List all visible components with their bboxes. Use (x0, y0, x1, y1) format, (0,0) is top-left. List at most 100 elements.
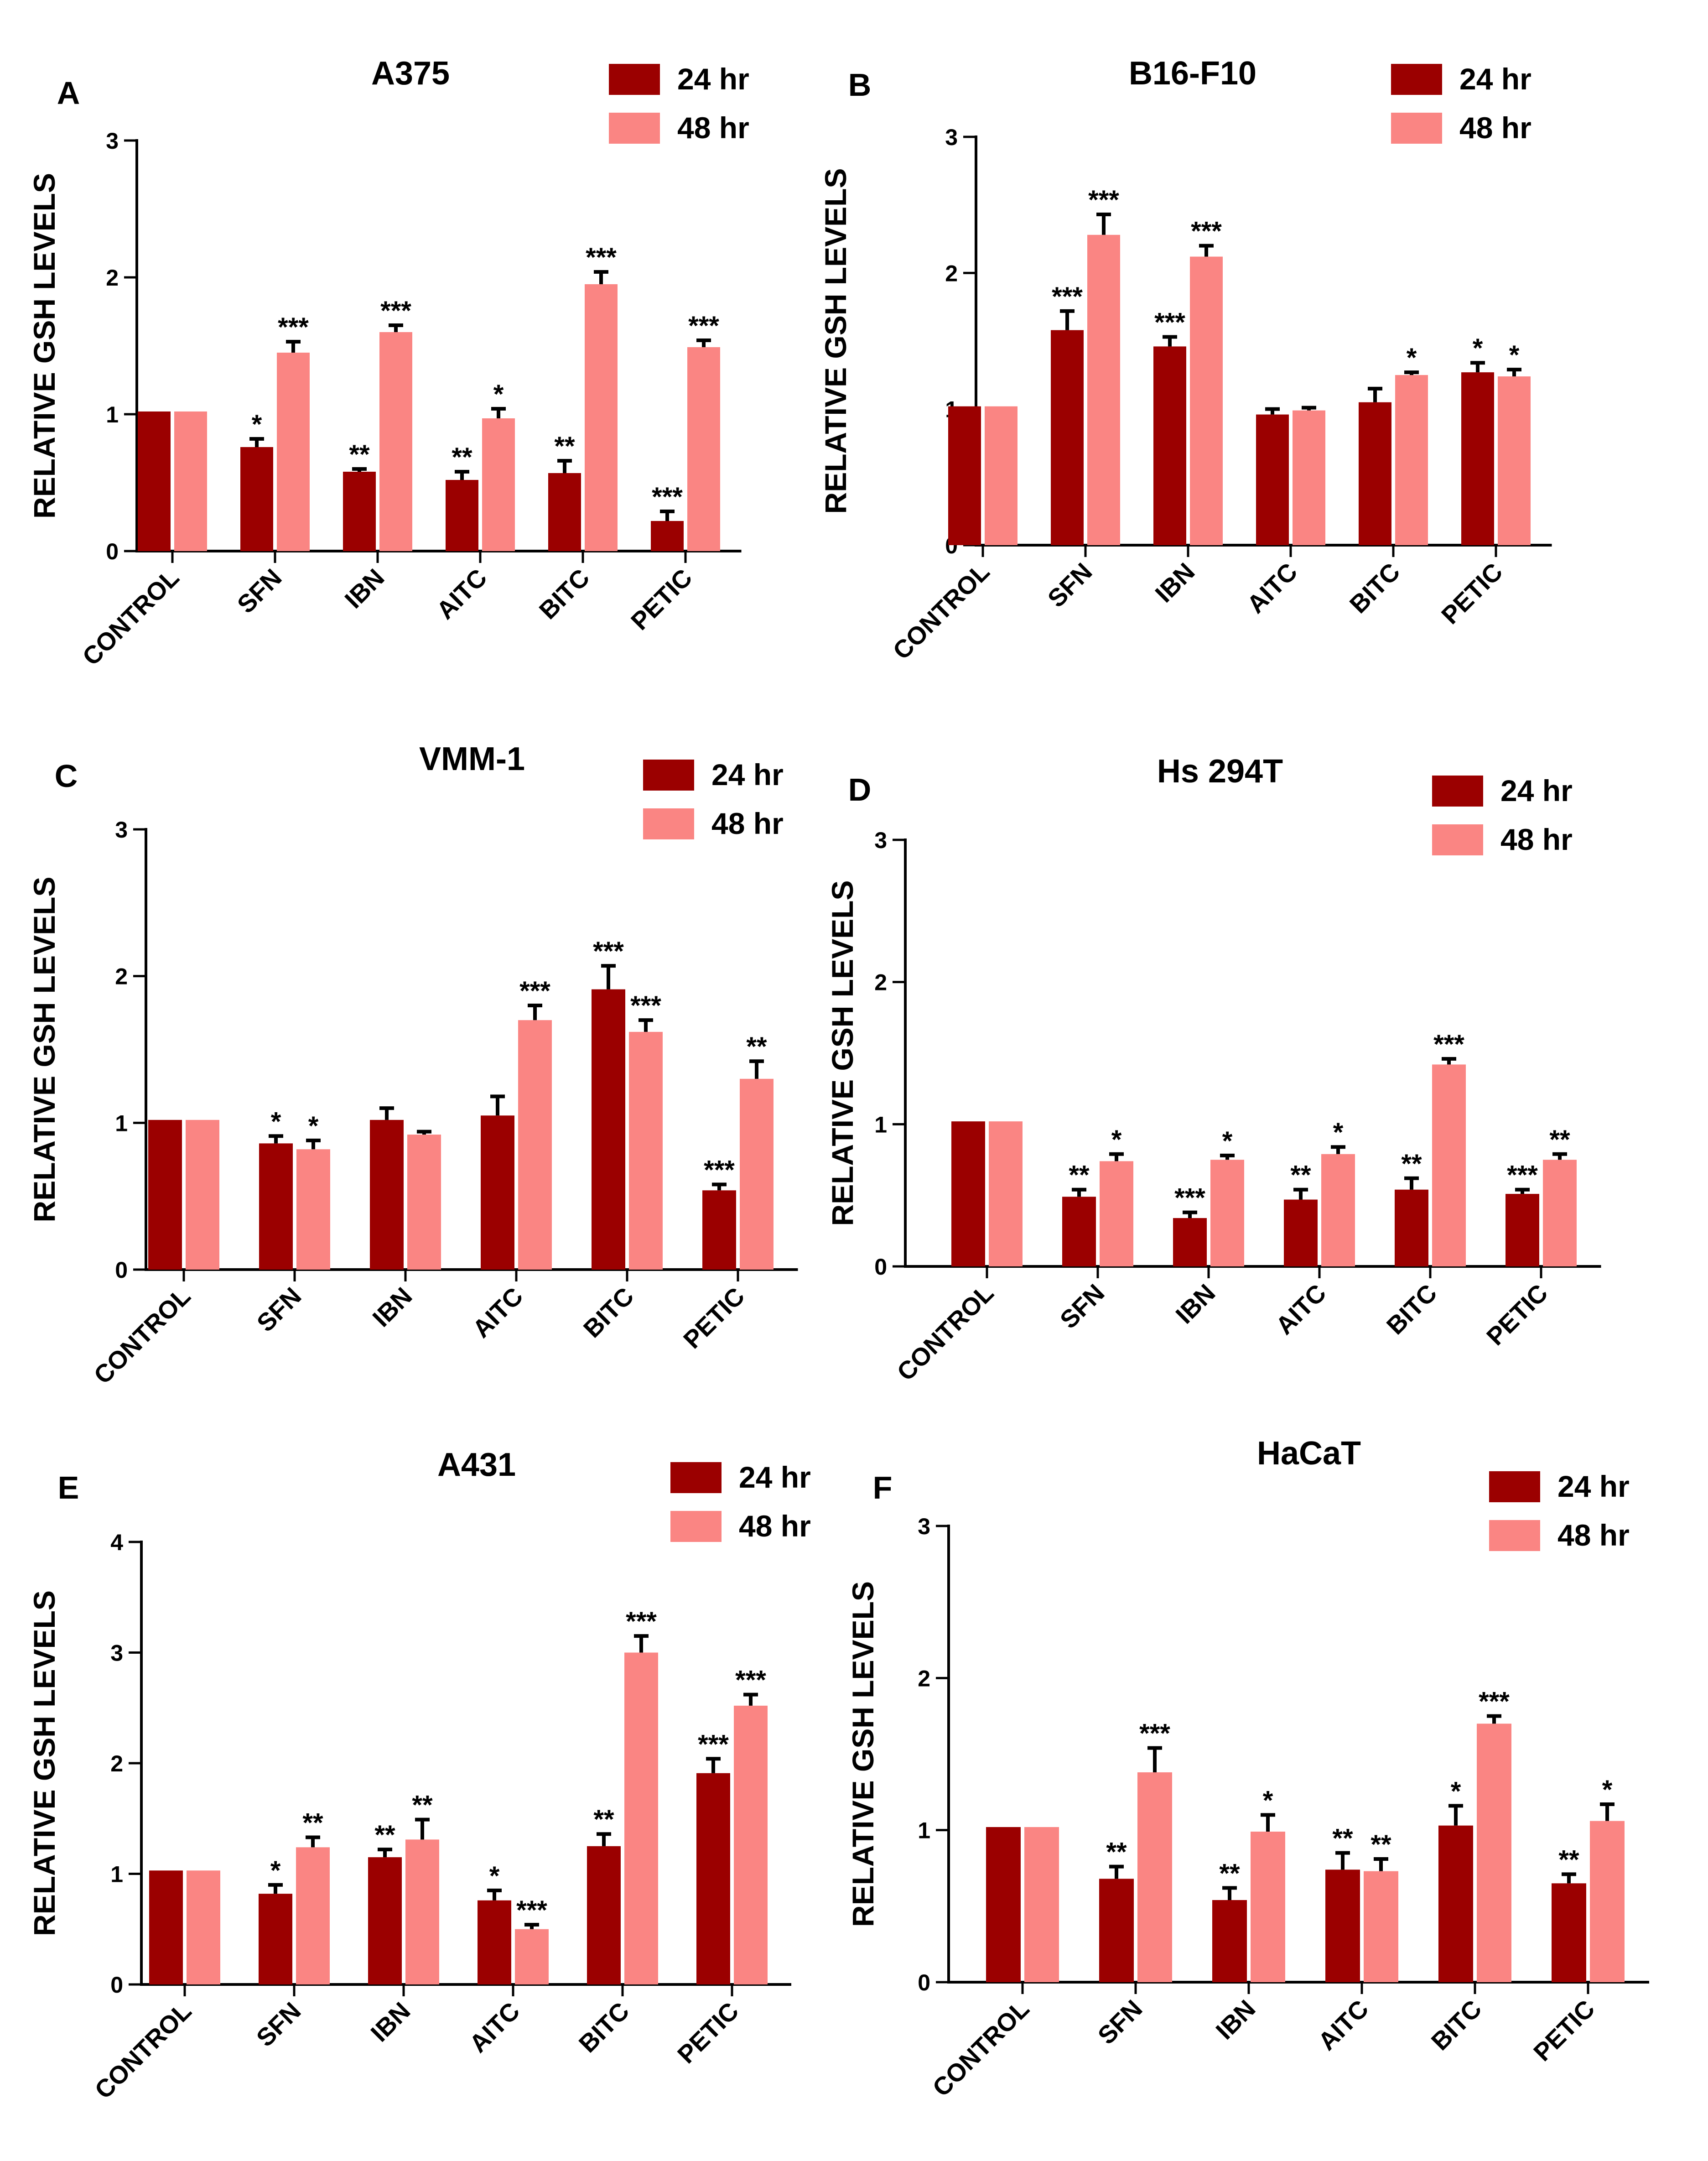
bar-24hr-bitc (1395, 1189, 1428, 1266)
bar-24hr-control (948, 406, 981, 545)
bar-24hr-bitc (1359, 402, 1391, 545)
x-tick-label: AITC (1241, 557, 1303, 619)
significance-label: *** (593, 937, 624, 966)
bar-48hr-bitc (585, 284, 618, 551)
significance-label: * (1473, 333, 1483, 363)
bar-48hr-ibn (1210, 1160, 1244, 1266)
bar-24hr-petic (1506, 1194, 1539, 1266)
legend-label-48hr: 48 hr (1459, 111, 1531, 145)
bar-48hr-aitc (482, 418, 515, 551)
significance-label: *** (380, 296, 411, 326)
legend-swatch-48hr (670, 1511, 722, 1542)
bar-24hr-aitc (1256, 414, 1289, 545)
bar-24hr-sfn (240, 447, 273, 551)
legend-swatch-48hr (609, 113, 660, 144)
significance-label: *** (1088, 185, 1119, 215)
x-tick-label: CONTROL (88, 1282, 196, 1390)
significance-label: ** (1371, 1830, 1391, 1859)
y-axis-label: RELATIVE GSH LEVELS (27, 173, 61, 519)
x-tick-label: BITC (1381, 1279, 1443, 1340)
x-tick-label: AITC (431, 563, 493, 625)
significance-label: * (1111, 1125, 1122, 1155)
significance-label: *** (519, 976, 550, 1006)
significance-label: *** (278, 312, 309, 342)
panel-title: VMM-1 (419, 741, 525, 777)
legend-label-24hr: 24 hr (711, 758, 784, 791)
significance-label: ** (412, 1791, 433, 1820)
significance-label: *** (698, 1729, 729, 1759)
x-tick-label: SFN (251, 1282, 307, 1338)
bar-24hr-petic (651, 521, 684, 551)
significance-label: * (308, 1111, 319, 1141)
bar-48hr-bitc (1395, 375, 1428, 545)
bar-24hr-control (138, 411, 171, 551)
significance-label: ** (302, 1808, 323, 1838)
significance-label: *** (1479, 1687, 1510, 1717)
panel-letter: E (58, 1470, 79, 1505)
legend-swatch-48hr (1432, 824, 1483, 855)
x-tick-label: SFN (232, 563, 287, 619)
significance-label: *** (1052, 282, 1083, 312)
bar-24hr-sfn (1099, 1879, 1134, 1982)
panel-letter: F (873, 1470, 893, 1505)
significance-label: * (1407, 343, 1417, 373)
y-axis-label: RELATIVE GSH LEVELS (846, 1581, 880, 1927)
bar-24hr-sfn (259, 1143, 293, 1270)
significance-label: ** (1290, 1161, 1311, 1190)
significance-label: * (252, 410, 262, 439)
bar-24hr-petic (1552, 1883, 1586, 1982)
significance-label: * (1263, 1786, 1273, 1815)
legend-label-48hr: 48 hr (1557, 1518, 1630, 1552)
bar-24hr-ibn (1173, 1218, 1207, 1266)
bar-24hr-control (148, 1120, 182, 1270)
x-tick-label: AITC (1270, 1279, 1332, 1340)
bar-24hr-aitc (446, 480, 478, 551)
bar-48hr-petic (687, 347, 720, 551)
panel-title: B16-F10 (1129, 55, 1256, 92)
bar-48hr-aitc (518, 1020, 552, 1270)
significance-label: * (489, 1861, 500, 1891)
legend-swatch-24hr (1489, 1471, 1540, 1502)
bar-48hr-control (186, 1120, 219, 1270)
bar-24hr-bitc (592, 989, 625, 1270)
bar-48hr-sfn (1087, 234, 1120, 545)
y-tick-label: 1 (874, 1112, 887, 1137)
chart-panel-f: F HaCaT 24 hr 48 hr RELATIVE GSH LEVELS 0 1 2 3 C… (846, 1435, 1649, 2102)
y-axis-label: RELATIVE GSH LEVELS (825, 880, 859, 1226)
bar-48hr-control (187, 1870, 220, 1984)
bar-24hr-sfn (1051, 330, 1084, 545)
significance-label: *** (1174, 1183, 1205, 1213)
chart-panel-e: E A431 24 hr 48 hr RELATIVE GSH LEVELS 0 1 2 3 4 C… (27, 1447, 811, 2104)
bar-48hr-petic (1498, 376, 1531, 545)
x-tick-label: IBN (339, 563, 390, 614)
x-tick-label: BITC (578, 1282, 639, 1343)
y-axis-label: RELATIVE GSH LEVELS (27, 877, 61, 1223)
bar-48hr-ibn (1190, 256, 1223, 545)
y-axis-label: RELATIVE GSH LEVELS (27, 1590, 61, 1936)
legend-swatch-24hr (1391, 64, 1442, 95)
x-tick-label: PETIC (1528, 1994, 1600, 2067)
bar-48hr-control (174, 411, 207, 551)
significance-label: ** (1106, 1838, 1127, 1867)
bar-48hr-sfn (277, 353, 310, 551)
legend-label-24hr: 24 hr (1557, 1469, 1630, 1503)
bar-24hr-control (149, 1870, 183, 1984)
bar-24hr-control (951, 1121, 985, 1266)
y-tick-label: 3 (874, 828, 887, 853)
y-tick-label: 2 (110, 1751, 123, 1776)
bar-48hr-sfn (296, 1149, 330, 1270)
legend-label-24hr: 24 hr (1459, 62, 1531, 96)
bar-24hr-sfn (1062, 1197, 1096, 1266)
bar-24hr-aitc (478, 1900, 511, 1984)
x-tick-label: CONTROL (887, 557, 995, 665)
significance-label: ** (1069, 1161, 1090, 1190)
y-tick-label: 2 (918, 1666, 930, 1691)
significance-label: * (1602, 1775, 1613, 1805)
bar-48hr-petic (740, 1078, 774, 1270)
x-tick-label: IBN (1170, 1279, 1221, 1329)
bar-24hr-bitc (1438, 1825, 1473, 1982)
bar-48hr-sfn (1100, 1161, 1133, 1266)
panel-title: A375 (371, 55, 450, 92)
legend-swatch-24hr (609, 64, 660, 95)
y-tick-label: 1 (115, 1110, 128, 1136)
